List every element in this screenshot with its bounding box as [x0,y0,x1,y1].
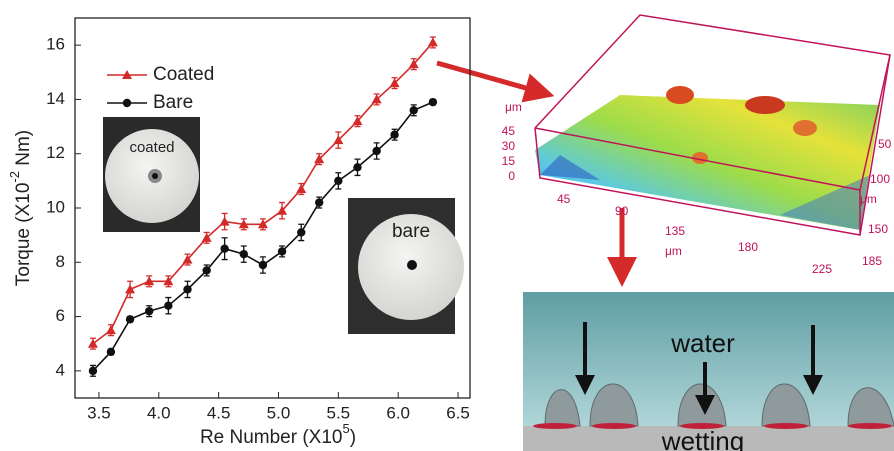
y-tick-label: 16 [46,35,65,54]
marker [106,325,116,334]
marker [202,266,210,274]
y-axis-label-end: Nm) [13,130,34,171]
marker [297,228,305,236]
legend-label: Coated [153,64,214,85]
x-axis-label: Re Number (X105) [200,421,356,448]
marker [278,247,286,255]
surface-plot: μm 45 30 15 0 45 90 135 180 225 μm 50 10… [502,15,892,276]
marker [123,99,131,107]
x-tick-label: 3.5 [87,403,111,422]
y-tick-label: 8 [56,252,65,271]
y-tick-label: 12 [46,143,65,162]
x-tick-label: 5.0 [267,403,291,422]
y-axis-label-text: Torque (X10 [13,183,34,287]
marker [88,339,98,348]
y-tick-label: 10 [46,197,65,216]
marker [220,217,230,226]
photo-label: bare [392,221,430,242]
marker [390,131,398,139]
tick: 100 [870,172,890,186]
tick: 135 [665,224,685,238]
tick: 90 [615,204,629,218]
wetting-diagram: water wetting [523,292,894,451]
marker [220,245,228,253]
y-axis-label-sup: -2 [7,171,22,183]
x-tick-label: 5.5 [327,403,351,422]
tick: 15 [502,154,516,168]
diagram-label: water [670,328,735,358]
tick: 45 [502,124,516,138]
legend-item: Coated [107,64,214,85]
marker [372,147,380,155]
marker [429,98,437,106]
bare-photo: bare [348,198,464,334]
marker [183,285,191,293]
y-axis-label: Torque (X10-2 Nm) [7,130,34,286]
marker [126,315,134,323]
legend-item: Bare [107,92,193,113]
x-axis-label-end: ) [350,427,356,448]
coated-photo: coated [103,117,200,232]
y-tick-label: 6 [56,306,65,325]
axis-unit: μm [665,244,682,258]
x-tick-label: 6.0 [386,403,410,422]
marker [145,307,153,315]
marker [164,302,172,310]
page: {"chart_data": { "type": "line", "xlabel… [0,0,894,451]
arrow [437,63,540,92]
x-axis-label-text: Re Number (X10 [200,427,343,448]
x-tick-label: 6.5 [446,403,470,422]
marker [240,250,248,258]
diagram-label: wetting [661,426,744,451]
marker [353,163,361,171]
tick: 45 [557,192,571,206]
marker [410,106,418,114]
x-tick-label: 4.5 [207,403,231,422]
marker [107,348,115,356]
tick: 180 [738,240,758,254]
x-axis-label-sup: 5 [343,421,350,436]
marker [334,177,342,185]
y-tick-label: 4 [56,360,65,379]
tick: 50 [878,137,892,151]
marker [296,184,306,193]
tick: 150 [868,222,888,236]
y-tick-label: 14 [46,89,65,108]
photo-label: coated [129,139,174,156]
tick: 225 [812,262,832,276]
marker [259,261,267,269]
marker [125,284,135,293]
tick: 185 [862,254,882,268]
tick: 0 [508,169,515,183]
marker [428,37,438,46]
axis-unit: μm [860,192,877,206]
axis-unit: μm [505,100,522,114]
marker [89,367,97,375]
marker [315,198,323,206]
figure: coated bare μm 45 30 15 0 45 90 135 180 … [0,0,894,451]
tick: 30 [502,139,516,153]
legend-label: Bare [153,92,193,113]
x-tick-label: 4.0 [147,403,171,422]
